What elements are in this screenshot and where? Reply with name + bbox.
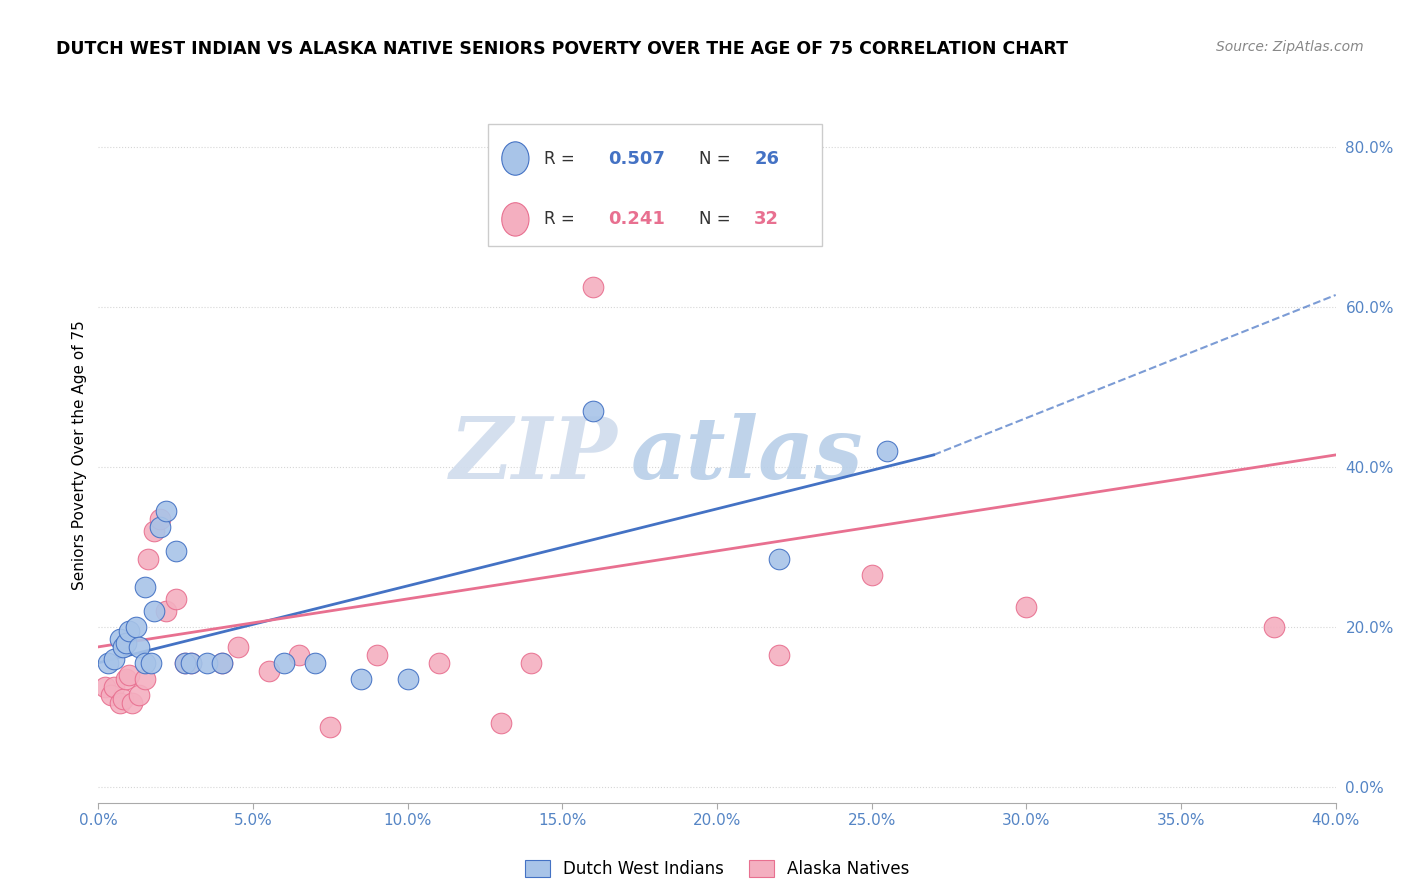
Point bbox=[143, 524, 166, 538]
Point bbox=[628, 192, 651, 206]
Text: R =: R = bbox=[544, 211, 579, 228]
Ellipse shape bbox=[502, 202, 529, 236]
Point bbox=[149, 512, 172, 526]
Point bbox=[134, 672, 156, 686]
Text: DUTCH WEST INDIAN VS ALASKA NATIVE SENIORS POVERTY OVER THE AGE OF 75 CORRELATIO: DUTCH WEST INDIAN VS ALASKA NATIVE SENIO… bbox=[56, 40, 1069, 58]
Point bbox=[876, 444, 898, 458]
Point bbox=[115, 636, 138, 650]
Point bbox=[134, 656, 156, 670]
Text: 26: 26 bbox=[754, 150, 779, 168]
Text: 32: 32 bbox=[754, 211, 779, 228]
Point bbox=[103, 680, 125, 694]
Point bbox=[226, 640, 249, 654]
Point bbox=[768, 648, 790, 662]
Point bbox=[520, 656, 543, 670]
Point bbox=[143, 604, 166, 618]
Point bbox=[174, 656, 197, 670]
Point bbox=[124, 620, 146, 634]
Point bbox=[128, 688, 150, 702]
Point bbox=[257, 664, 280, 678]
Point bbox=[211, 656, 233, 670]
Text: ZIP: ZIP bbox=[450, 413, 619, 497]
FancyBboxPatch shape bbox=[488, 124, 823, 246]
Point bbox=[165, 544, 187, 558]
Point bbox=[860, 567, 883, 582]
Ellipse shape bbox=[502, 142, 529, 175]
Point bbox=[128, 640, 150, 654]
Point bbox=[427, 656, 450, 670]
Point bbox=[288, 648, 311, 662]
Point bbox=[108, 696, 131, 710]
Text: 0.507: 0.507 bbox=[609, 150, 665, 168]
Y-axis label: Seniors Poverty Over the Age of 75: Seniors Poverty Over the Age of 75 bbox=[72, 320, 87, 590]
Point bbox=[350, 672, 373, 686]
Point bbox=[118, 668, 141, 682]
Point bbox=[582, 404, 605, 418]
Point bbox=[195, 656, 218, 670]
Point bbox=[273, 656, 295, 670]
Text: atlas: atlas bbox=[630, 413, 863, 497]
Point bbox=[136, 552, 159, 566]
Point bbox=[112, 640, 135, 654]
Legend: Dutch West Indians, Alaska Natives: Dutch West Indians, Alaska Natives bbox=[517, 854, 917, 885]
Text: R =: R = bbox=[544, 150, 579, 168]
Point bbox=[155, 504, 177, 518]
Text: N =: N = bbox=[699, 150, 735, 168]
Text: Source: ZipAtlas.com: Source: ZipAtlas.com bbox=[1216, 40, 1364, 54]
Point bbox=[93, 680, 115, 694]
Point bbox=[489, 715, 512, 730]
Point bbox=[174, 656, 197, 670]
Point bbox=[115, 672, 138, 686]
Point bbox=[139, 656, 162, 670]
Point bbox=[319, 720, 342, 734]
Point bbox=[396, 672, 419, 686]
Point bbox=[134, 580, 156, 594]
Point bbox=[180, 656, 202, 670]
Point bbox=[155, 604, 177, 618]
Point bbox=[180, 656, 202, 670]
Point bbox=[165, 591, 187, 606]
Text: N =: N = bbox=[699, 211, 735, 228]
Point bbox=[118, 624, 141, 638]
Point bbox=[149, 520, 172, 534]
Point bbox=[108, 632, 131, 646]
Point bbox=[1263, 620, 1285, 634]
Point bbox=[211, 656, 233, 670]
Point bbox=[112, 691, 135, 706]
Point bbox=[304, 656, 326, 670]
Point bbox=[103, 652, 125, 666]
Point bbox=[121, 696, 143, 710]
Text: 0.241: 0.241 bbox=[609, 211, 665, 228]
Point bbox=[97, 656, 120, 670]
Point bbox=[100, 688, 122, 702]
Point bbox=[1015, 599, 1038, 614]
Point bbox=[366, 648, 388, 662]
Point bbox=[768, 552, 790, 566]
Point bbox=[582, 280, 605, 294]
